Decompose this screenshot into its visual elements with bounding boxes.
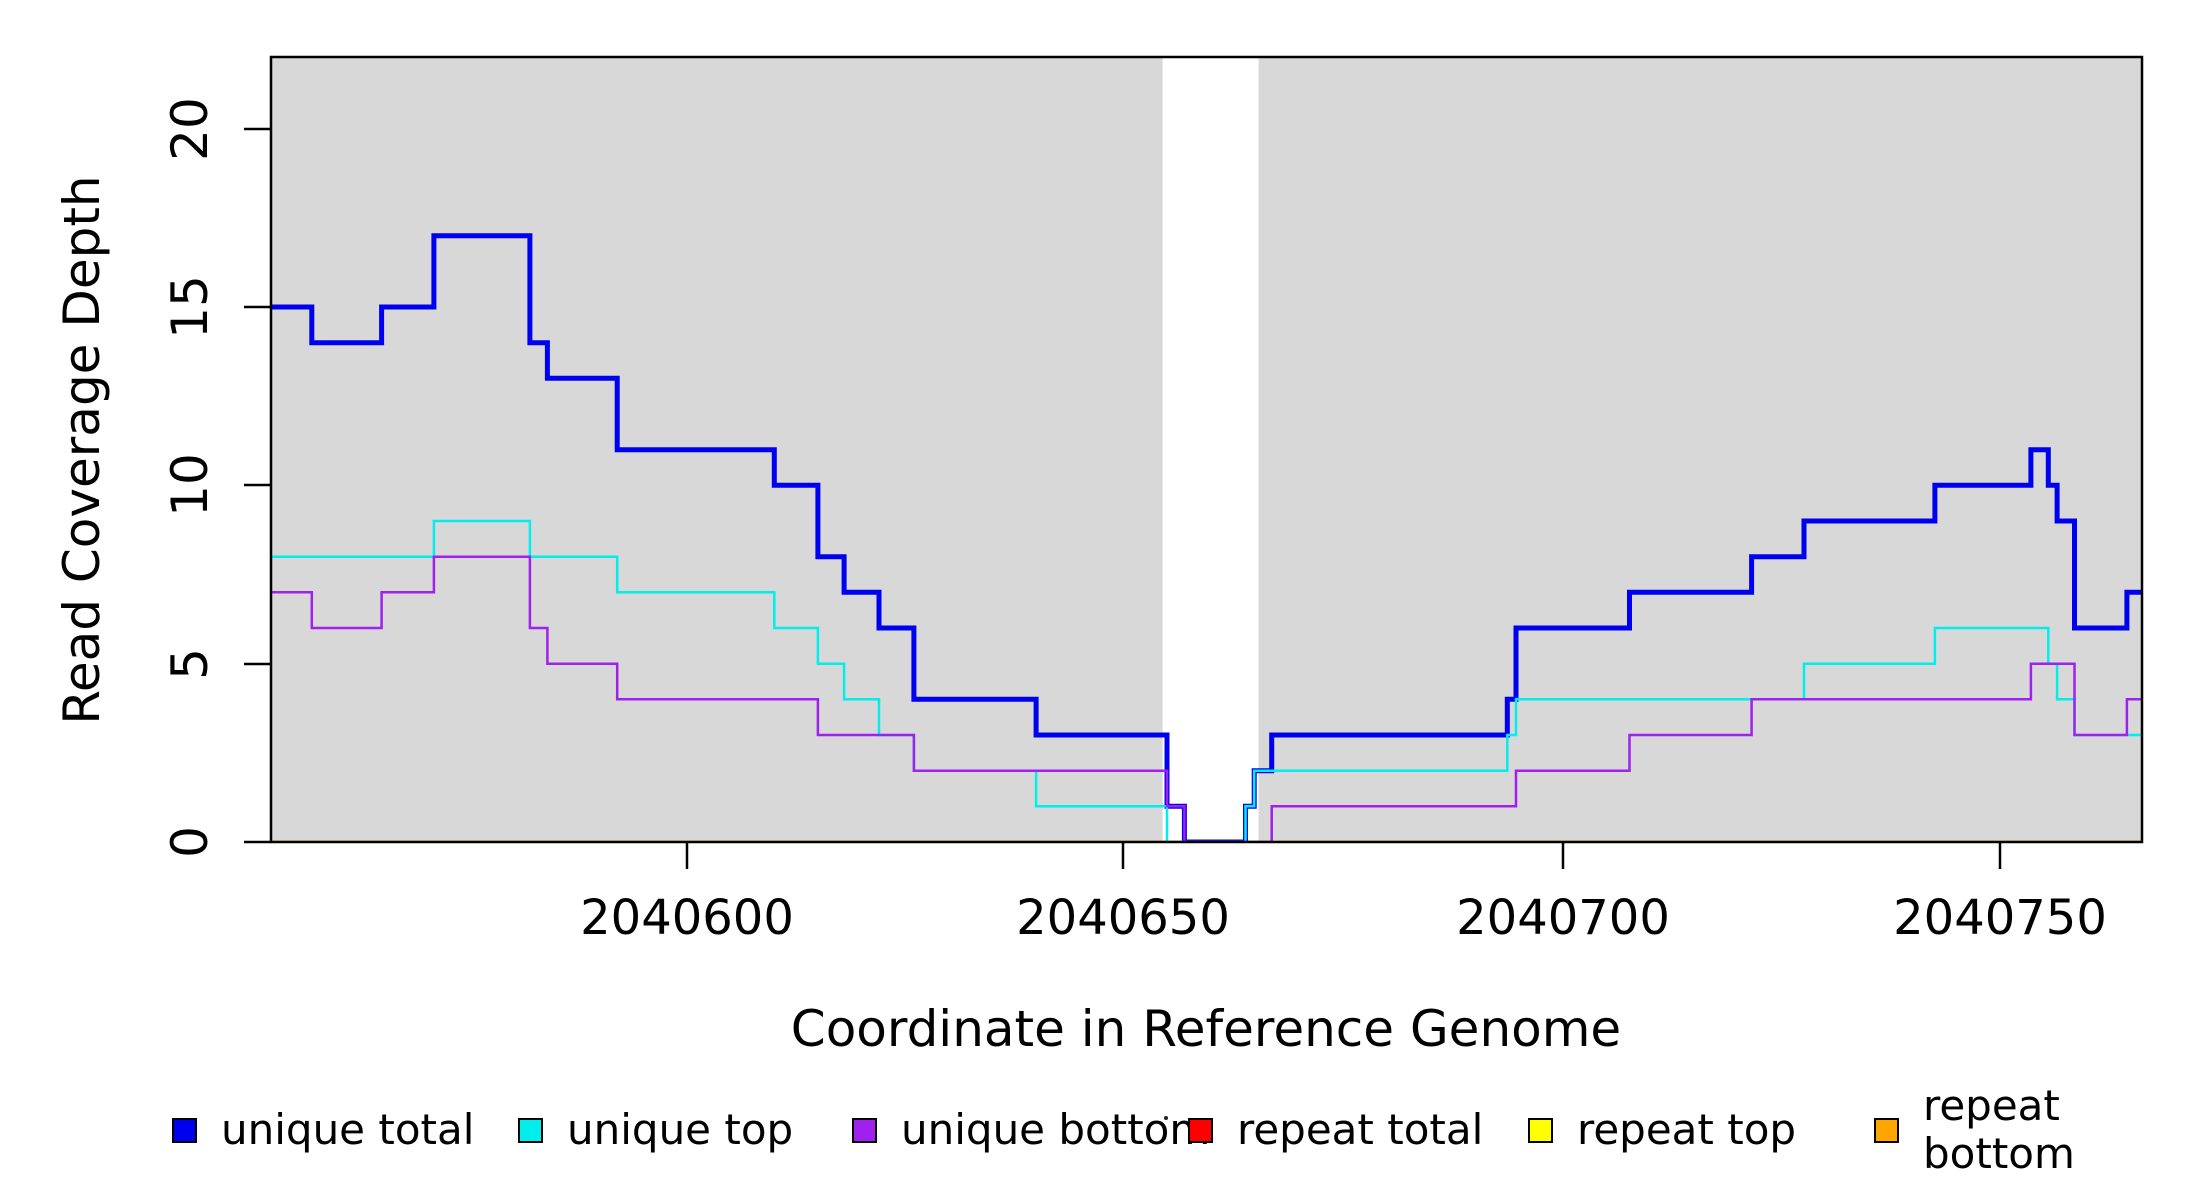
legend-item-unique-top: unique top — [518, 1106, 793, 1154]
y-tick-label-20: 20 — [161, 97, 219, 161]
legend-label-repeat-top: repeat top — [1577, 1105, 1797, 1154]
x-tick-label-2040700: 2040700 — [1456, 890, 1670, 946]
legend-label-unique-bottom: unique bottom — [901, 1105, 1211, 1154]
x-axis-ticks — [685, 842, 2002, 869]
masked-region-layer — [272, 58, 2141, 842]
legend-label-unique-total: unique total — [221, 1105, 475, 1154]
y-tick-label-15: 15 — [161, 275, 219, 339]
repeat-bottom-swatch-icon — [1874, 1117, 1899, 1143]
y-axis-ticks — [244, 127, 271, 844]
x-axis-title: Coordinate in Reference Genome — [790, 1000, 1622, 1058]
legend-label-repeat-total: repeat total — [1237, 1105, 1484, 1154]
series-line-unique-top — [272, 519, 2141, 842]
x-tick-label-2040750: 2040750 — [1893, 890, 2107, 946]
masked-region-1 — [1258, 58, 2141, 842]
y-tick-label-0: 0 — [161, 826, 219, 858]
legend-label-unique-top: unique top — [567, 1105, 794, 1154]
unique-bottom-swatch-icon — [852, 1117, 877, 1143]
x-tick-label-2040650: 2040650 — [1016, 890, 1230, 946]
legend-item-unique-total: unique total — [172, 1106, 474, 1154]
series-line-unique-bottom — [272, 555, 2141, 842]
plot-box — [269, 55, 2144, 844]
legend-item-repeat-bottom: repeat bottom — [1874, 1082, 2200, 1178]
legend-label-repeat-bottom: repeat bottom — [1923, 1081, 2075, 1178]
repeat-top-swatch-icon — [1528, 1117, 1553, 1143]
legend-item-unique-bottom: unique bottom — [852, 1106, 1210, 1154]
unique-top-swatch-icon — [518, 1117, 543, 1143]
repeat-total-swatch-icon — [1188, 1117, 1213, 1143]
series-layer — [272, 233, 2141, 842]
series-line-unique-total — [272, 233, 2141, 842]
y-tick-label-10: 10 — [161, 453, 219, 517]
y-axis-title: Read Coverage Depth — [53, 175, 111, 725]
y-tick-label-5: 5 — [161, 648, 219, 680]
unique-total-swatch-icon — [172, 1117, 197, 1143]
x-tick-label-2040600: 2040600 — [580, 890, 794, 946]
legend-item-repeat-total: repeat total — [1188, 1106, 1483, 1154]
stray-dot — [1164, 1116, 1168, 1120]
legend-item-repeat-top: repeat top — [1528, 1106, 1796, 1154]
